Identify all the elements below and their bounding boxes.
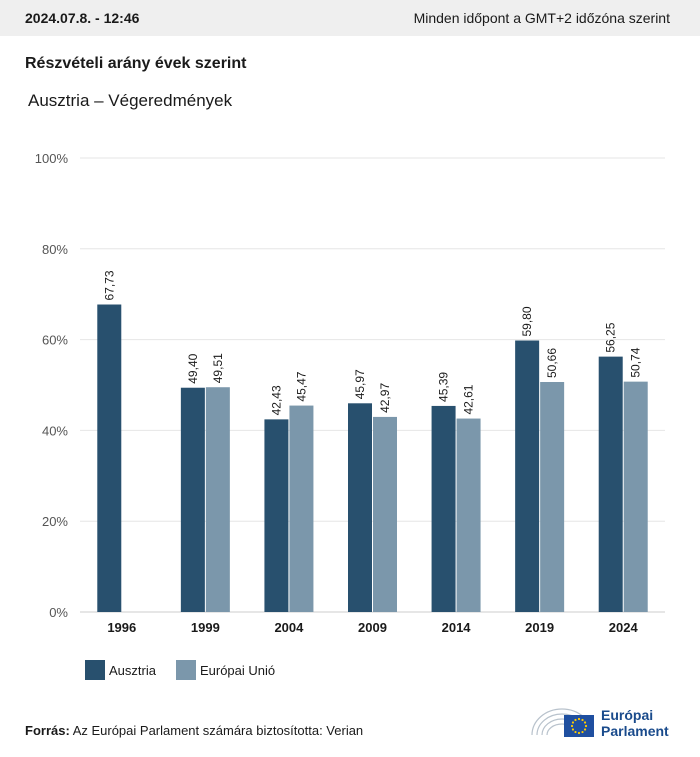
x-tick-label: 2019 [525,620,554,635]
flag-star-icon [577,717,581,721]
y-tick-label: 20% [42,514,68,529]
data-label: 50,66 [545,348,559,378]
y-tick-label: 100% [35,151,69,166]
bar-austria-1999[interactable] [180,387,205,612]
x-tick-label: 1996 [107,620,136,635]
legend-swatch-austria [85,660,105,680]
logo-line2: Parlament [601,723,669,739]
bar-austria-1996[interactable] [97,304,122,612]
source-prefix: Forrás: [25,723,70,738]
y-tick-label: 60% [42,333,68,348]
data-label: 56,25 [604,322,618,352]
flag-star-icon [581,718,584,722]
flag-star-icon [571,728,575,731]
data-label: 59,80 [520,306,534,336]
y-tick-label: 80% [42,242,68,257]
y-tick-label: 0% [49,605,68,620]
flag-star-icon [571,721,575,724]
flag-star-icon [583,721,587,724]
bar-austria-2004[interactable] [264,419,289,612]
flag-star-icon [570,724,574,728]
timezone-note: Minden időpont a GMT+2 időzóna szerint [413,10,670,26]
bar-eu-1999[interactable] [205,387,230,612]
data-label: 49,40 [186,353,200,383]
x-tick-label: 2014 [442,620,472,635]
datetime: 2024.07.8. - 12:46 [25,10,140,26]
chart-legend: Ausztria Európai Unió [85,660,295,680]
chart-subtitle: Ausztria – Végeredmények [28,91,233,110]
logo-line1: Európai [601,707,654,723]
x-tick-label: 2009 [358,620,387,635]
data-label: 45,39 [437,372,451,402]
data-label: 42,43 [269,385,283,415]
data-label: 49,51 [211,353,225,383]
bar-austria-2024[interactable] [598,356,623,612]
data-label: 42,97 [378,383,392,413]
top-bar: 2024.07.8. - 12:46 Minden időpont a GMT+… [0,0,700,36]
legend-label-austria: Ausztria [109,662,156,678]
bar-eu-2014[interactable] [456,418,481,612]
bar-eu-2009[interactable] [373,416,397,612]
grid-layer [80,157,665,613]
source-text: Az Európai Parlament számára biztosított… [69,723,364,738]
axis-layer: 0% 20% 40% 60% 80% 100% 1996 1999 2004 2009 2014 20… [35,151,639,635]
eu-flag-stars [570,717,588,735]
bar-austria-2009[interactable] [348,403,372,612]
legend-item-austria[interactable]: Ausztria [85,660,156,680]
data-label: 42,61 [462,384,476,414]
legend-swatch-eu [175,660,196,680]
data-label: 45,97 [353,369,367,399]
y-tick-label: 40% [42,423,68,438]
flag-star-icon [583,728,587,731]
label-layer: 67,73 49,40 49,51 42,43 45,47 45,97 42,97 45,39… [102,270,642,415]
flag-star-icon [577,731,581,735]
flag-star-icon [574,730,577,734]
data-label: 67,73 [102,270,116,300]
flag-star-icon [584,724,588,728]
eu-flag-icon [564,715,594,737]
x-tick-label: 1999 [191,620,220,635]
turnout-bar-chart: 67,73 49,40 49,51 42,43 45,47 45,97 42,97 45,39… [35,151,665,635]
european-parliament-logo[interactable]: Európai Parlament [528,701,678,741]
bar-layer [97,304,648,612]
source-note: Forrás: Az Európai Parlament számára biz… [25,723,363,738]
x-tick-label: 2004 [274,620,304,635]
chart-title: Részvételi arány évek szerint [25,55,247,72]
legend-item-eu[interactable]: Európai Unió [175,660,276,680]
bar-eu-2024[interactable] [623,381,648,612]
bar-eu-2019[interactable] [540,382,565,612]
logo-text: Európai Parlament [601,707,669,739]
flag-star-icon [581,730,584,734]
bar-eu-2004[interactable] [289,405,314,612]
legend-label-eu: Európai Unió [199,662,276,678]
data-label: 50,74 [629,347,643,377]
european-parliament-logo-icon [531,708,594,737]
data-label: 45,47 [294,371,308,401]
bar-austria-2014[interactable] [431,405,456,612]
bar-austria-2019[interactable] [515,340,540,612]
flag-star-icon [574,718,577,722]
x-tick-label: 2024 [609,620,639,635]
